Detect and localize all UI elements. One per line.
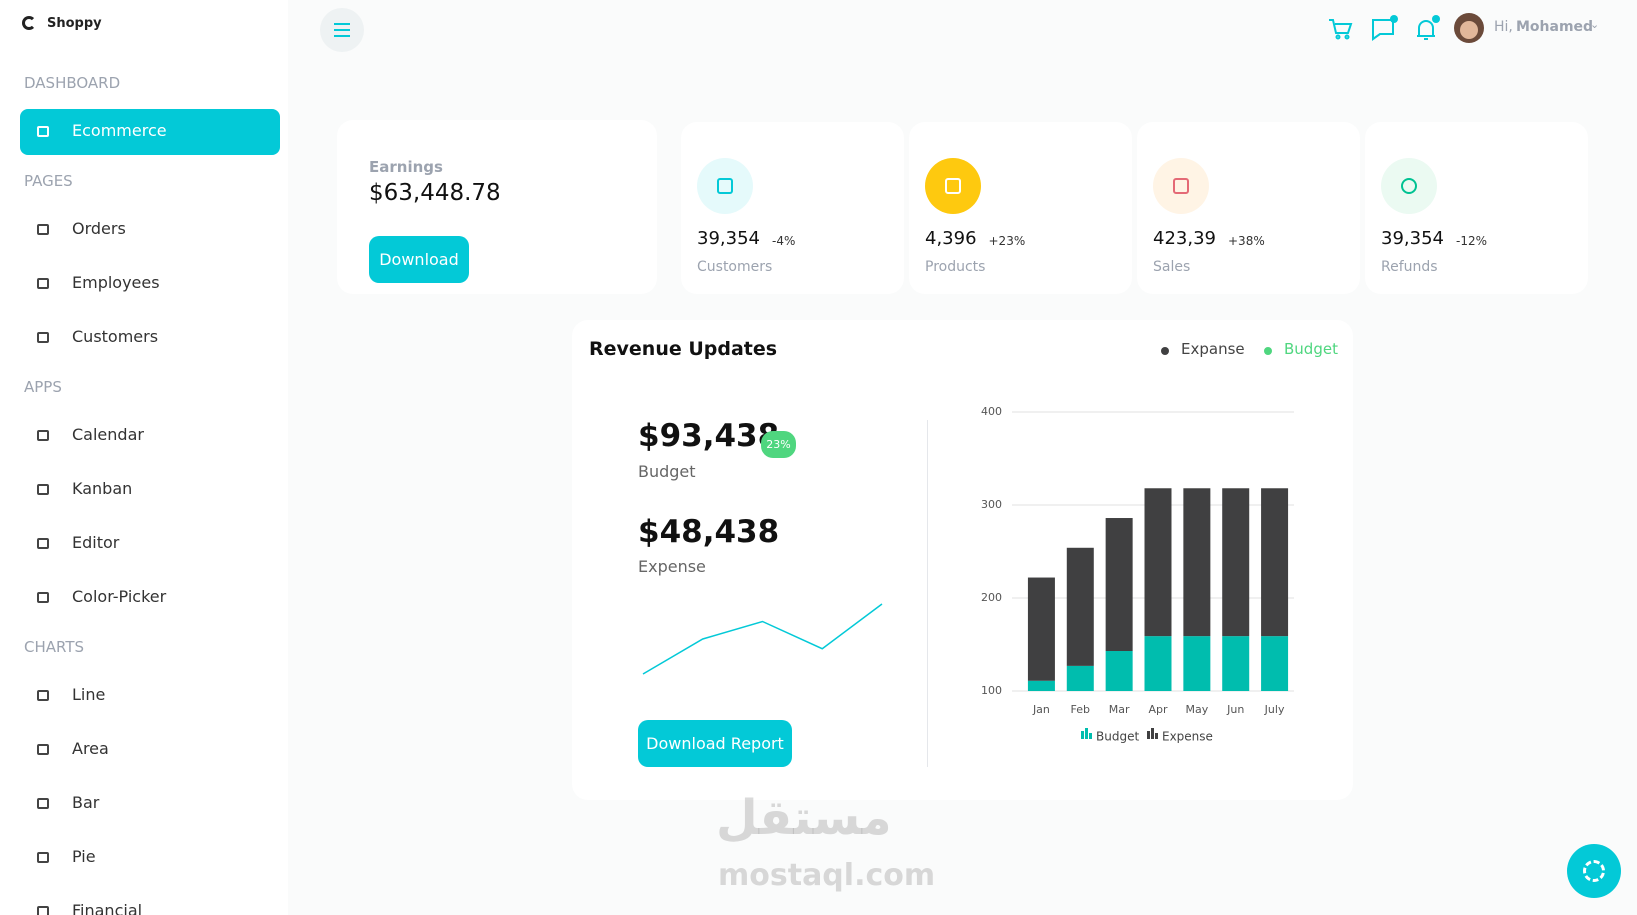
legend-budget[interactable]: Budget	[1284, 340, 1338, 358]
nav-item[interactable]: Bar	[72, 793, 100, 812]
nav-icon	[37, 484, 49, 495]
cart-icon[interactable]	[1329, 19, 1353, 40]
stat-icon[interactable]	[697, 158, 753, 214]
chat-icon[interactable]	[1372, 15, 1398, 41]
legend-dot	[1264, 347, 1272, 355]
earnings-amount: $63,448.78	[369, 180, 501, 206]
nav-item[interactable]: Calendar	[72, 425, 144, 444]
stat-icon-glyph	[945, 178, 961, 194]
watermark-latin: mostaql.com	[718, 858, 936, 893]
nav-item[interactable]: Pie	[72, 847, 96, 866]
stat-change: +23%	[988, 234, 1026, 248]
nav-icon	[37, 592, 49, 603]
nav-item[interactable]: Line	[72, 685, 106, 704]
stat-value: 39,354	[1381, 228, 1444, 249]
nav-icon	[37, 690, 49, 701]
divider	[927, 420, 928, 767]
stat-icon[interactable]	[1381, 158, 1437, 214]
stat-card: 4,396 +23% Products	[909, 122, 1132, 294]
stat-icon[interactable]	[1153, 158, 1209, 214]
nav-item[interactable]: Customers	[72, 327, 159, 346]
brand-name[interactable]: Shoppy	[47, 16, 102, 31]
settings-button[interactable]	[1567, 844, 1621, 898]
legend-expanse[interactable]: Expanse	[1181, 340, 1245, 358]
nav-icon	[37, 744, 49, 755]
active-item-bg[interactable]	[20, 109, 280, 155]
nav-icon	[37, 538, 49, 549]
nav-item[interactable]: Financial	[72, 901, 143, 915]
nav-icon	[37, 430, 49, 441]
download-report-button[interactable]: Download Report	[638, 720, 792, 767]
stat-icon-glyph	[1401, 178, 1417, 194]
expense-amount: $48,438	[638, 514, 780, 550]
stat-value: 4,396	[925, 228, 977, 249]
nav-icon	[37, 224, 49, 235]
stat-label: Customers	[697, 259, 773, 275]
section-title: CHARTS	[24, 638, 85, 656]
nav-item[interactable]: Kanban	[72, 479, 133, 498]
watermark-arabic: مستقل	[716, 790, 892, 846]
legend-dot	[1161, 347, 1169, 355]
stat-icon-glyph	[1173, 178, 1189, 194]
nav-item[interactable]: Orders	[72, 219, 126, 238]
greeting: Hi,	[1494, 19, 1513, 35]
stat-card: 423,39 +38% Sales	[1137, 122, 1360, 294]
settings-icon	[1583, 860, 1605, 882]
nav-item[interactable]: Editor	[72, 533, 120, 552]
menu-button[interactable]	[320, 8, 364, 52]
budget-amount: $93,438	[638, 418, 780, 454]
stat-icon[interactable]	[925, 158, 981, 214]
budget-label: Budget	[638, 462, 696, 481]
earnings-label: Earnings	[369, 158, 443, 176]
brand-logo[interactable]	[22, 16, 36, 30]
nav-icon	[37, 906, 49, 915]
stat-value: 423,39	[1153, 228, 1216, 249]
earnings-card: Earnings $63,448.78 Download	[337, 120, 657, 294]
stat-card: 39,354 -4% Customers	[681, 122, 904, 294]
nav-item[interactable]: Employees	[72, 273, 160, 292]
header-icons	[1329, 13, 1484, 43]
revenue-title: Revenue Updates	[589, 338, 778, 360]
nav-icon	[37, 332, 49, 343]
revenue-card: Revenue Updates Expanse Budget $93,438 23% Bu…	[572, 320, 1353, 800]
nav-icon	[37, 278, 49, 289]
section-title: PAGES	[24, 172, 73, 190]
budget-badge: 23%	[761, 431, 796, 458]
nav-item[interactable]: Area	[72, 739, 109, 758]
nav-icon	[37, 852, 49, 863]
stat-label: Refunds	[1381, 259, 1438, 275]
stat-change: -4%	[772, 234, 796, 248]
nav-icon	[37, 798, 49, 809]
section-title: APPS	[24, 378, 62, 396]
stat-icon-glyph	[717, 178, 733, 194]
menu-icon	[334, 23, 350, 37]
stat-label: Products	[925, 259, 986, 275]
stat-card: 39,354 -12% Refunds	[1365, 122, 1588, 294]
avatar[interactable]	[1454, 13, 1484, 43]
chevron[interactable]: ⌄	[1590, 18, 1600, 31]
nav-item[interactable]: Ecommerce	[72, 121, 167, 140]
user-name[interactable]: Mohamed	[1516, 19, 1594, 35]
stat-value: 39,354	[697, 228, 760, 249]
stat-label: Sales	[1153, 259, 1191, 275]
expense-label: Expense	[638, 557, 706, 576]
stat-change: +38%	[1228, 234, 1265, 248]
stat-change: -12%	[1456, 234, 1488, 248]
nav-item[interactable]: Color-Picker	[72, 587, 167, 606]
section-title: DASHBOARD	[24, 74, 121, 92]
bell-icon[interactable]	[1417, 15, 1440, 40]
nav-icon	[37, 126, 49, 137]
download-button[interactable]: Download	[369, 236, 469, 283]
